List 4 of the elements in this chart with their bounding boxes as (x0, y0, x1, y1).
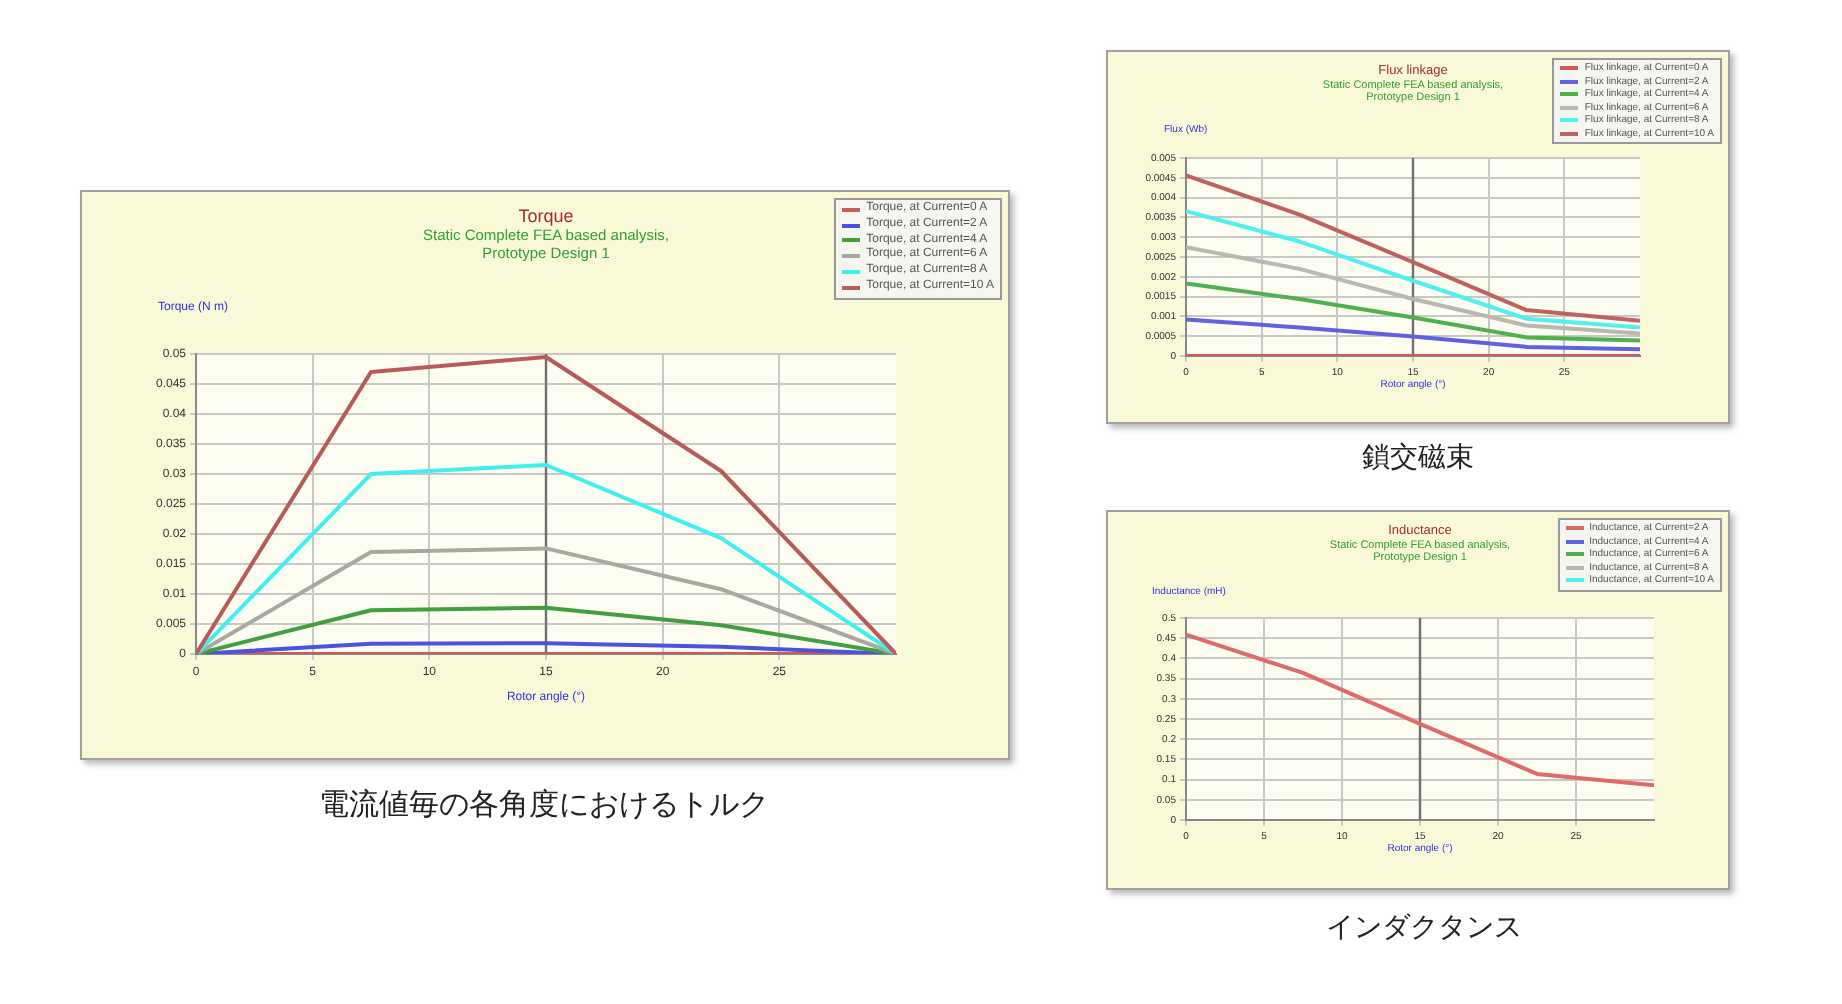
text: 電流値毎の各角度におけるトルク (319, 786, 769, 824)
chart-title: Torque (516, 206, 576, 228)
text: 鎖交磁束 (1362, 440, 1474, 476)
text: インダクタンス (1326, 910, 1522, 946)
